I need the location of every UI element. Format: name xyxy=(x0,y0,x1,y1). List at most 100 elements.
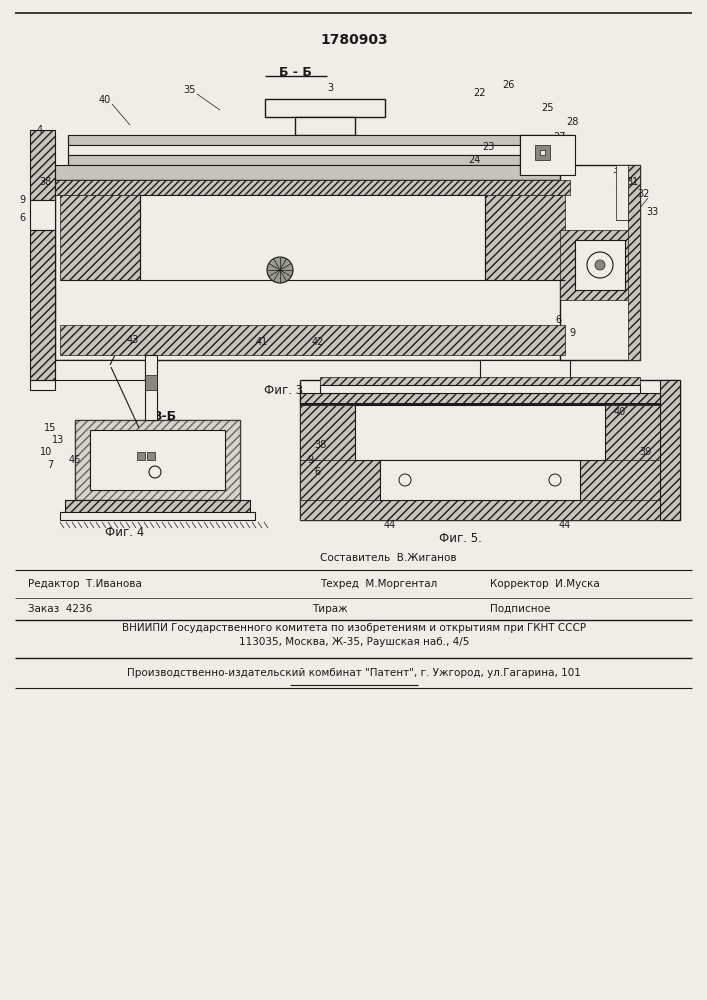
Bar xyxy=(520,135,575,175)
Text: Фиг. 5.: Фиг. 5. xyxy=(438,532,481,544)
Text: Фиг. 3.: Фиг. 3. xyxy=(264,383,306,396)
Circle shape xyxy=(595,260,605,270)
Text: 9: 9 xyxy=(307,455,313,465)
Bar xyxy=(300,500,660,520)
Bar xyxy=(55,180,570,360)
Text: 43: 43 xyxy=(127,335,139,345)
Text: 113035, Москва, Ж-35, Раушская наб., 4/5: 113035, Москва, Ж-35, Раушская наб., 4/5 xyxy=(239,637,469,647)
Text: 6: 6 xyxy=(555,315,561,325)
Text: Производственно-издательский комбинат "Патент", г. Ужгород, ул.Гагарина, 101: Производственно-издательский комбинат "П… xyxy=(127,668,581,678)
Bar xyxy=(265,99,385,117)
Text: 41: 41 xyxy=(256,337,268,347)
Bar xyxy=(55,360,145,380)
Text: 40: 40 xyxy=(614,407,626,417)
Text: 21: 21 xyxy=(562,150,574,160)
Bar xyxy=(55,180,570,195)
Text: 27: 27 xyxy=(554,132,566,142)
Bar xyxy=(68,135,558,145)
Bar xyxy=(535,145,550,160)
Text: 44: 44 xyxy=(384,520,396,530)
Bar xyxy=(480,360,570,380)
Text: 39: 39 xyxy=(639,447,651,457)
Bar xyxy=(560,165,640,360)
Bar xyxy=(616,165,628,220)
Bar xyxy=(300,393,660,405)
Bar xyxy=(300,405,355,460)
Bar xyxy=(60,325,565,355)
Text: 3: 3 xyxy=(327,83,333,93)
Bar xyxy=(580,460,660,500)
Bar xyxy=(520,135,575,175)
Bar xyxy=(30,380,55,390)
Text: 32: 32 xyxy=(638,189,650,199)
Text: 45: 45 xyxy=(182,470,194,480)
Bar xyxy=(145,375,157,390)
Text: 38: 38 xyxy=(39,177,51,187)
Bar xyxy=(605,405,660,460)
Text: 22: 22 xyxy=(474,88,486,98)
Bar xyxy=(320,377,640,385)
Text: 13: 13 xyxy=(52,435,64,445)
Text: 44: 44 xyxy=(559,520,571,530)
Bar xyxy=(65,500,250,515)
Bar xyxy=(75,420,240,500)
Text: В-Б: В-Б xyxy=(153,410,177,424)
Text: 42: 42 xyxy=(312,337,325,347)
Bar xyxy=(147,452,155,460)
Text: 6: 6 xyxy=(147,430,153,440)
Circle shape xyxy=(587,252,613,278)
Bar xyxy=(485,195,565,280)
Bar xyxy=(68,145,558,155)
Text: 9: 9 xyxy=(19,195,25,205)
Text: 46: 46 xyxy=(69,455,81,465)
Circle shape xyxy=(549,474,561,486)
Bar xyxy=(560,230,640,300)
Text: 34: 34 xyxy=(379,403,391,413)
Text: 39: 39 xyxy=(420,235,432,245)
Bar xyxy=(60,512,255,520)
Bar xyxy=(380,460,580,500)
Text: 1780903: 1780903 xyxy=(320,33,388,47)
Bar xyxy=(55,165,570,180)
Text: 46: 46 xyxy=(179,455,191,465)
Bar xyxy=(30,130,55,200)
Text: 10: 10 xyxy=(40,447,52,457)
Text: Заказ  4236: Заказ 4236 xyxy=(28,604,92,614)
Text: 24: 24 xyxy=(468,155,480,165)
Bar xyxy=(60,195,140,280)
Bar xyxy=(300,403,660,405)
Bar xyxy=(320,385,640,393)
Bar xyxy=(90,430,225,490)
Circle shape xyxy=(399,474,411,486)
Text: Составитель  В.Жиганов: Составитель В.Жиганов xyxy=(320,553,457,563)
Text: 7: 7 xyxy=(47,460,53,470)
Text: Техред  М.Моргентал: Техред М.Моргентал xyxy=(320,579,437,589)
Text: 40: 40 xyxy=(99,95,111,105)
Text: Подписное: Подписное xyxy=(490,604,550,614)
Text: 6: 6 xyxy=(19,213,25,223)
Text: 6: 6 xyxy=(167,438,173,448)
Bar xyxy=(137,452,145,460)
Text: Фиг. 4: Фиг. 4 xyxy=(105,526,145,538)
Bar xyxy=(140,195,485,280)
Circle shape xyxy=(267,257,293,283)
Text: 38: 38 xyxy=(314,440,326,450)
Text: 31: 31 xyxy=(626,177,638,187)
Text: 6: 6 xyxy=(314,467,320,477)
Text: 25: 25 xyxy=(542,103,554,113)
Bar xyxy=(628,165,640,360)
Circle shape xyxy=(149,466,161,478)
Text: Редактор  Т.Иванова: Редактор Т.Иванова xyxy=(28,579,142,589)
Text: 23: 23 xyxy=(481,142,494,152)
Text: 11: 11 xyxy=(132,447,144,457)
Bar xyxy=(145,355,157,420)
Text: 4: 4 xyxy=(37,125,43,135)
Text: Б - Б: Б - Б xyxy=(279,66,312,79)
Text: Г - Г: Г - Г xyxy=(530,410,560,424)
Bar xyxy=(295,117,355,135)
Text: 12: 12 xyxy=(114,460,126,470)
Bar xyxy=(300,460,380,500)
Bar xyxy=(540,150,545,155)
Text: 28: 28 xyxy=(566,117,578,127)
Text: 35: 35 xyxy=(184,85,196,95)
